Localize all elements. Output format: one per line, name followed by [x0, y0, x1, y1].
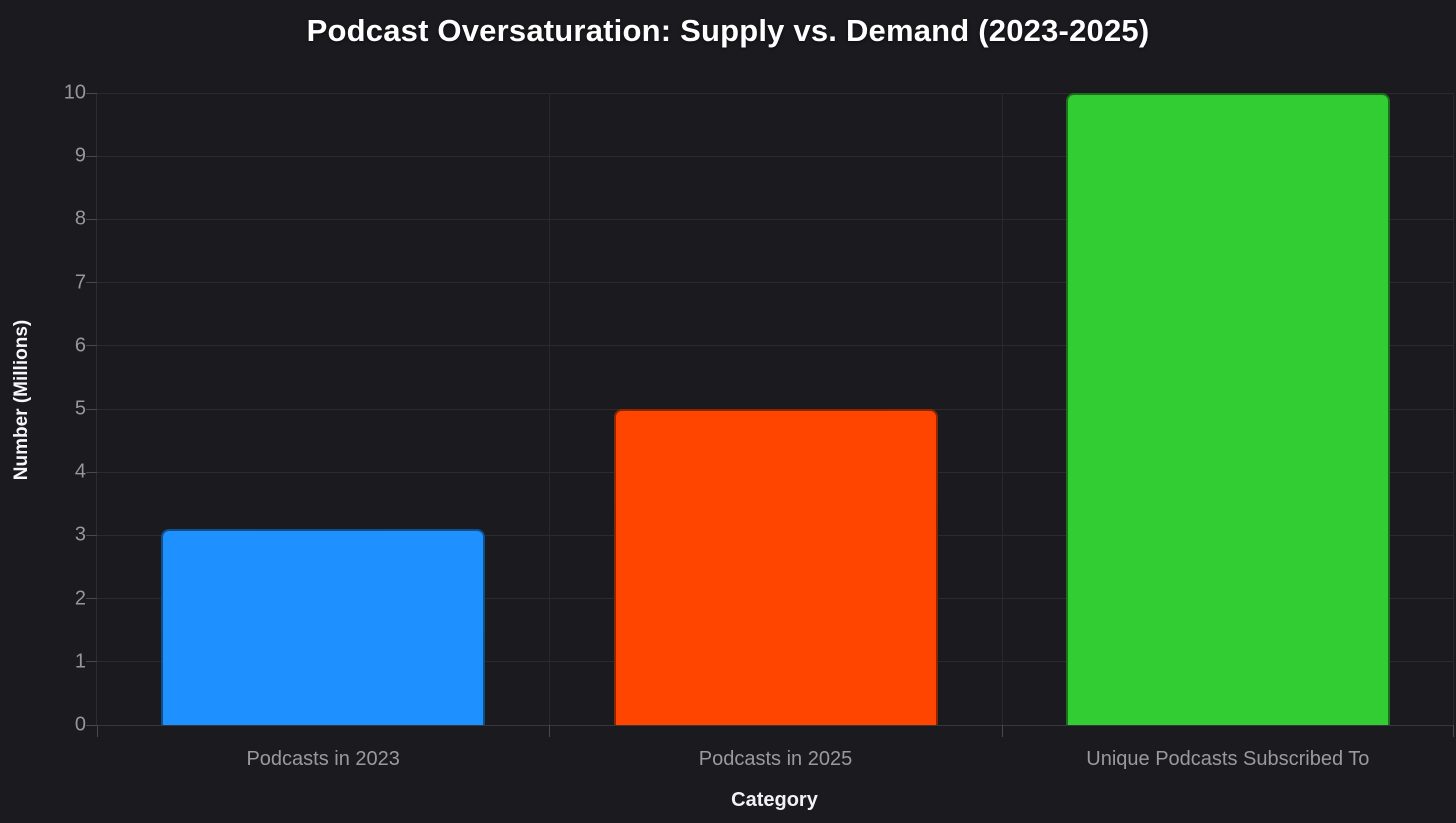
- bar-unique-podcasts-subscribed-to: [1065, 93, 1390, 725]
- x-tick-label: Podcasts in 2025: [698, 748, 853, 770]
- x-gridline: [1453, 93, 1454, 725]
- y-tick-mark: [86, 534, 97, 536]
- y-tick-mark: [86, 408, 97, 410]
- y-tick-mark: [86, 661, 97, 663]
- y-tick-mark: [86, 724, 97, 726]
- y-gridline: [97, 282, 1454, 284]
- y-gridline: [97, 345, 1454, 347]
- y-tick-label: 8: [74, 207, 86, 230]
- x-tick-mark: [1453, 725, 1454, 737]
- y-tick-label: 5: [74, 397, 86, 420]
- y-tick-mark: [86, 471, 97, 473]
- x-tick-mark: [1001, 725, 1003, 737]
- y-tick-label: 7: [74, 271, 86, 294]
- y-gridline: [97, 92, 1454, 94]
- y-tick-label: 3: [74, 523, 86, 546]
- y-tick-label: 4: [74, 460, 86, 483]
- y-tick-mark: [86, 218, 97, 220]
- bar-podcasts-in-2023: [161, 529, 486, 725]
- x-axis-title: Category: [731, 789, 818, 811]
- x-gridline: [1001, 93, 1003, 725]
- y-tick-label: 9: [74, 144, 86, 167]
- bar-podcasts-in-2025: [613, 409, 938, 725]
- y-tick-mark: [86, 92, 97, 94]
- y-tick-label: 0: [74, 713, 86, 736]
- x-tick-label: Unique Podcasts Subscribed To: [1086, 748, 1370, 770]
- x-tick-mark: [96, 725, 98, 737]
- chart-title: Podcast Oversaturation: Supply vs. Deman…: [306, 13, 1150, 48]
- y-tick-mark: [86, 598, 97, 600]
- plot-area: Podcasts in 2023 Podcasts in 2025 Unique P…: [86, 92, 1454, 770]
- y-tick-label: 1: [74, 650, 86, 673]
- x-tick-mark: [548, 725, 550, 737]
- y-tick-label: 10: [63, 81, 86, 104]
- x-tick-label: Podcasts in 2023: [246, 748, 400, 770]
- y-tick-mark: [86, 155, 97, 157]
- y-tick-mark: [86, 345, 97, 347]
- y-tick-label: 2: [74, 587, 86, 610]
- y-tick-label: 6: [74, 334, 86, 357]
- y-tick-mark: [86, 282, 97, 284]
- y-gridline: [97, 155, 1454, 157]
- y-gridline: [97, 218, 1454, 220]
- x-gridline: [548, 93, 550, 725]
